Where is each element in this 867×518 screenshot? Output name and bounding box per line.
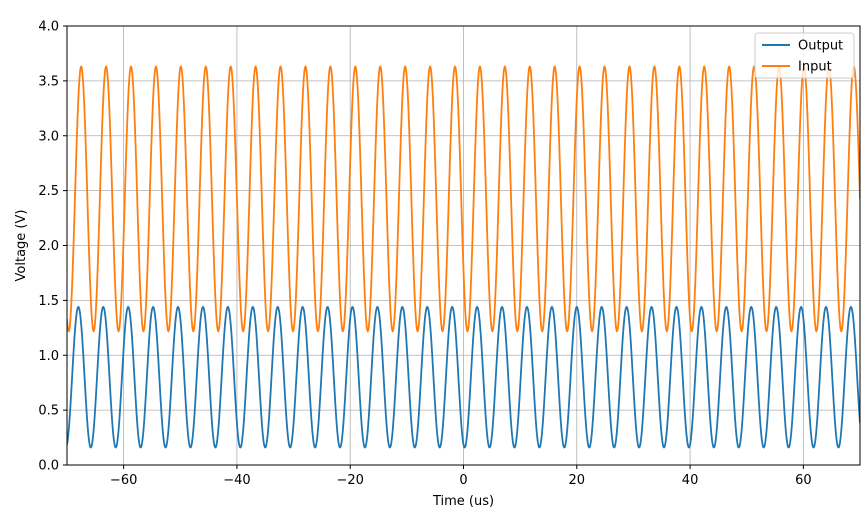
y-tick-label: 2.0: [38, 239, 59, 254]
y-tick-label: 1.5: [38, 294, 59, 309]
series-layer: [67, 65, 860, 449]
y-tick-label: 3.0: [38, 129, 59, 144]
y-tick-label: 1.0: [38, 349, 59, 364]
series-line-output: [67, 305, 860, 449]
y-tick-label: 0.0: [38, 459, 59, 474]
series-line-input: [67, 65, 860, 333]
y-tick-label: 4.0: [38, 20, 59, 35]
x-axis-label: Time (us): [432, 494, 494, 509]
x-tick-label: 0: [459, 473, 467, 488]
x-tick-label: 60: [795, 473, 812, 488]
x-tick-label: −20: [336, 473, 363, 488]
grid: [67, 25, 860, 466]
y-tick-label: 2.5: [38, 184, 59, 199]
x-tick-label: 40: [682, 473, 699, 488]
ticks: −60 −40 −20 0 20 40 60 0.0 0.5 1.0 1.5 2.0 2.5 3.0 3.5…: [38, 20, 811, 489]
x-tick-label: 20: [569, 473, 586, 488]
y-tick-label: 3.5: [38, 74, 59, 89]
x-tick-label: −40: [223, 473, 250, 488]
legend: Output Input: [754, 32, 855, 79]
x-tick-label: −60: [110, 473, 137, 488]
y-axis-label: Voltage (V): [14, 210, 29, 282]
legend-label-output: Output: [798, 39, 843, 54]
legend-label-input: Input: [798, 60, 832, 75]
y-tick-label: 0.5: [38, 404, 59, 419]
